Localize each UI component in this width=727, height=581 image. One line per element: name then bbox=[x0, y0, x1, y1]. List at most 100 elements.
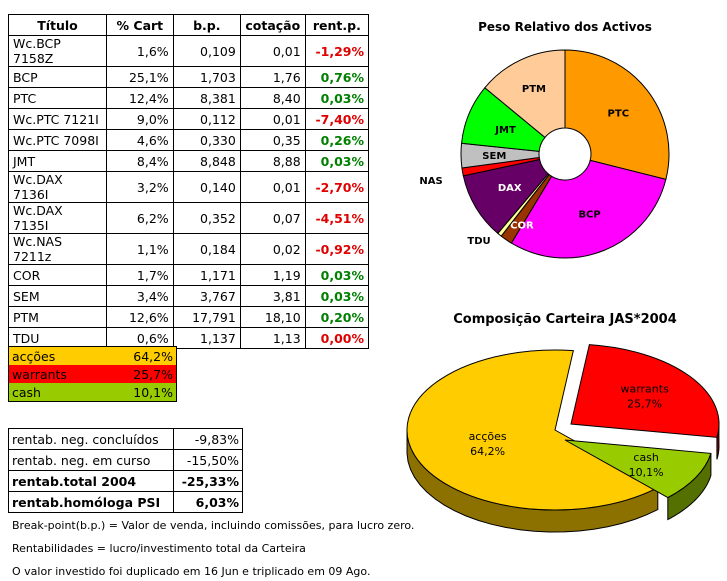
cell-cart: 8,4% bbox=[105, 150, 174, 172]
cell-titulo: PTM bbox=[8, 306, 107, 328]
cell-cotacao: 1,13 bbox=[239, 327, 306, 349]
stats-row: rentab. neg. concluídos -9,83% bbox=[8, 428, 243, 450]
cell-rent: 0,76% bbox=[304, 66, 370, 88]
slice-ptm bbox=[484, 49, 566, 139]
stats-value: 6,03% bbox=[173, 491, 243, 513]
allocation-label: warrants bbox=[12, 366, 67, 382]
holdings-row: SEM 3,4% 3,767 3,81 0,03% bbox=[8, 285, 370, 307]
slice-value-accoes: 64,2% bbox=[470, 445, 505, 458]
cell-cotacao: 1,76 bbox=[239, 66, 306, 88]
cell-titulo: JMT bbox=[8, 150, 107, 172]
holdings-row: COR 1,7% 1,171 1,19 0,03% bbox=[8, 264, 370, 286]
cell-titulo: Wc.PTC 7121I bbox=[8, 108, 107, 130]
cell-titulo: BCP bbox=[8, 66, 107, 88]
slice-accoes bbox=[406, 349, 659, 511]
slice-label-jmt: JMT bbox=[494, 125, 516, 136]
cell-cotacao: 0,07 bbox=[239, 202, 306, 234]
cell-cotacao: 0,01 bbox=[239, 171, 306, 203]
holdings-row: Wc.DAX 7135I 6,2% 0,352 0,07 -4,51% bbox=[8, 202, 370, 234]
cell-titulo: Wc.DAX 7136I bbox=[8, 171, 107, 203]
cell-bp: 3,767 bbox=[172, 285, 241, 307]
allocation-value: 25,7% bbox=[133, 366, 173, 382]
note-breakpoint: Break-point(b.p.) = Valor de venda, incl… bbox=[12, 519, 415, 532]
slice-label-tdu: TDU bbox=[467, 236, 490, 247]
cell-cart: 1,1% bbox=[105, 233, 174, 265]
cell-cart: 25,1% bbox=[105, 66, 174, 88]
stats-table: rentab. neg. concluídos -9,83% rentab. neg… bbox=[8, 428, 243, 513]
holdings-row: TDU 0,6% 1,137 1,13 0,00% bbox=[8, 327, 370, 349]
cell-bp: 1,703 bbox=[172, 66, 241, 88]
holdings-row: BCP 25,1% 1,703 1,76 0,76% bbox=[8, 66, 370, 88]
cell-titulo: PTC bbox=[8, 87, 107, 109]
cell-cart: 12,6% bbox=[105, 306, 174, 328]
cell-rent: 0,03% bbox=[304, 87, 370, 109]
header-titulo: Título bbox=[8, 14, 107, 36]
holdings-row: Wc.BCP 7158Z 1,6% 0,109 0,01 -1,29% bbox=[8, 35, 370, 67]
cell-rent: 0,03% bbox=[304, 150, 370, 172]
cell-cart: 1,7% bbox=[105, 264, 174, 286]
chart2-title: Composição Carteira JAS*2004 bbox=[453, 312, 677, 327]
holdings-row: Wc.NAS 7211z 1,1% 0,184 0,02 -0,92% bbox=[8, 233, 370, 265]
cell-rent: -0,92% bbox=[304, 233, 370, 265]
slice-value-warrants: 25,7% bbox=[627, 397, 662, 410]
cell-bp: 0,112 bbox=[172, 108, 241, 130]
allocation-label: acções bbox=[12, 348, 56, 364]
stats-label: rentab. neg. concluídos bbox=[8, 428, 174, 450]
header-bp: b.p. bbox=[172, 14, 241, 36]
cell-bp: 0,330 bbox=[172, 129, 241, 151]
cell-cart: 1,6% bbox=[105, 35, 174, 67]
cell-rent: 0,00% bbox=[304, 327, 370, 349]
cell-cotacao: 3,81 bbox=[239, 285, 306, 307]
slice-label-sem: SEM bbox=[482, 151, 506, 162]
cell-titulo: Wc.PTC 7098I bbox=[8, 129, 107, 151]
cell-cart: 4,6% bbox=[105, 129, 174, 151]
cell-titulo: Wc.DAX 7135I bbox=[8, 202, 107, 234]
stats-label: rentab. neg. em curso bbox=[8, 449, 174, 471]
holdings-row: Wc.PTC 7121I 9,0% 0,112 0,01 -7,40% bbox=[8, 108, 370, 130]
cell-cotacao: 0,01 bbox=[239, 108, 306, 130]
allocation-body: acções 64,2% warrants 25,7% cash 10,1% bbox=[8, 346, 177, 402]
cell-rent: 0,26% bbox=[304, 129, 370, 151]
cell-rent: 0,20% bbox=[304, 306, 370, 328]
stats-row: rentab. neg. em curso -15,50% bbox=[8, 449, 243, 471]
slice-value-cash: 10,1% bbox=[629, 466, 664, 479]
cell-titulo: Wc.NAS 7211z bbox=[8, 233, 107, 265]
asset-weight-donut-chart: PTC BCP COR TDU DAX NAS SEM JMT PTM bbox=[419, 49, 670, 259]
cell-bp: 1,171 bbox=[172, 264, 241, 286]
cell-rent: -4,51% bbox=[304, 202, 370, 234]
stats-row: rentab.total 2004 -25,33% bbox=[8, 470, 243, 492]
allocation-row: warrants 25,7% bbox=[8, 365, 177, 383]
slice-cash bbox=[564, 439, 712, 499]
slice-label-ptm: PTM bbox=[522, 84, 546, 95]
stats-row: rentab.homóloga PSI 6,03% bbox=[8, 491, 243, 513]
cell-titulo: Wc.BCP 7158Z bbox=[8, 35, 107, 67]
cell-bp: 0,352 bbox=[172, 202, 241, 234]
header-cart: % Cart bbox=[105, 14, 174, 36]
stats-value: -25,33% bbox=[173, 470, 243, 492]
holdings-table: Título % Cart b.p. cotação rent.p. Wc.BC… bbox=[8, 14, 370, 349]
holdings-body: Wc.BCP 7158Z 1,6% 0,109 0,01 -1,29% BCP 25,1% 1… bbox=[8, 35, 370, 349]
cell-bp: 8,381 bbox=[172, 87, 241, 109]
stats-label: rentab.total 2004 bbox=[8, 470, 174, 492]
allocation-row: cash 10,1% bbox=[8, 383, 177, 402]
cell-bp: 1,137 bbox=[172, 327, 241, 349]
note-investimento: O valor investido foi duplicado em 16 Ju… bbox=[12, 565, 371, 578]
allocation-table: acções 64,2% warrants 25,7% cash 10,1% bbox=[8, 346, 177, 402]
cell-cotacao: 1,19 bbox=[239, 264, 306, 286]
holdings-row: Wc.DAX 7136I 3,2% 0,140 0,01 -2,70% bbox=[8, 171, 370, 203]
cell-rent: -1,29% bbox=[304, 35, 370, 67]
header-cotacao: cotação bbox=[239, 14, 306, 36]
cell-rent: 0,03% bbox=[304, 264, 370, 286]
slice-label-warrants: warrants bbox=[620, 382, 669, 395]
cell-rent: -2,70% bbox=[304, 171, 370, 203]
portfolio-composition-pie-chart: acções 64,2% warrants 25,7% cash 10,1% bbox=[406, 344, 720, 533]
cell-rent: 0,03% bbox=[304, 285, 370, 307]
cell-titulo: COR bbox=[8, 264, 107, 286]
cell-rent: -7,40% bbox=[304, 108, 370, 130]
slice-label-cash: cash bbox=[633, 451, 659, 464]
cell-cotacao: 0,01 bbox=[239, 35, 306, 67]
cell-titulo: TDU bbox=[8, 327, 107, 349]
cell-cart: 6,2% bbox=[105, 202, 174, 234]
stats-value: -15,50% bbox=[173, 449, 243, 471]
cell-cotacao: 8,88 bbox=[239, 150, 306, 172]
